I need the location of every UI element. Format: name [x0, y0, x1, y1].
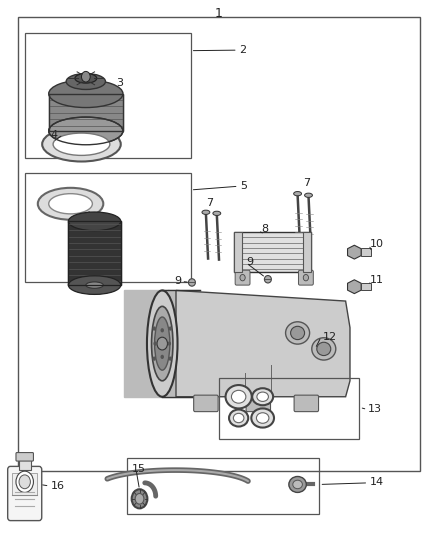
Text: 4: 4: [51, 130, 58, 140]
Bar: [234, 232, 311, 272]
Ellipse shape: [252, 388, 273, 405]
Ellipse shape: [290, 326, 304, 340]
Circle shape: [153, 342, 157, 346]
Bar: [303, 232, 311, 272]
FancyBboxPatch shape: [246, 395, 271, 411]
FancyBboxPatch shape: [16, 453, 33, 461]
FancyBboxPatch shape: [194, 395, 218, 411]
Ellipse shape: [68, 212, 121, 231]
Polygon shape: [347, 245, 361, 259]
Text: 5: 5: [240, 181, 247, 191]
Bar: [68, 221, 121, 285]
Ellipse shape: [289, 477, 306, 492]
Bar: [219, 378, 359, 439]
Circle shape: [132, 489, 148, 508]
Ellipse shape: [49, 193, 92, 214]
Bar: [18, 459, 31, 470]
Ellipse shape: [49, 117, 123, 145]
FancyBboxPatch shape: [298, 270, 313, 285]
FancyBboxPatch shape: [8, 466, 42, 521]
Ellipse shape: [155, 317, 170, 370]
Ellipse shape: [317, 342, 331, 356]
Ellipse shape: [231, 390, 246, 403]
Ellipse shape: [304, 193, 312, 197]
Ellipse shape: [251, 408, 274, 427]
Bar: [25, 173, 191, 282]
Ellipse shape: [188, 279, 195, 286]
Ellipse shape: [155, 290, 182, 397]
Ellipse shape: [53, 133, 110, 156]
Text: 13: 13: [368, 404, 382, 414]
Circle shape: [157, 337, 167, 350]
Bar: [25, 33, 191, 158]
Ellipse shape: [312, 338, 336, 360]
Polygon shape: [176, 290, 350, 397]
Text: 9: 9: [174, 277, 181, 286]
Ellipse shape: [293, 191, 301, 196]
Text: 8: 8: [261, 223, 268, 233]
Ellipse shape: [38, 188, 103, 220]
Text: 16: 16: [51, 481, 65, 490]
Bar: [49, 94, 123, 131]
Text: 9: 9: [246, 257, 253, 267]
Circle shape: [135, 494, 144, 504]
Bar: [12, 473, 37, 495]
Ellipse shape: [233, 413, 244, 423]
Bar: [234, 232, 242, 272]
Ellipse shape: [286, 322, 310, 344]
Text: 10: 10: [370, 239, 384, 249]
Text: 2: 2: [239, 45, 246, 54]
Circle shape: [16, 471, 33, 492]
Ellipse shape: [147, 290, 177, 397]
FancyBboxPatch shape: [235, 270, 250, 285]
Bar: [18, 17, 420, 471]
Text: 15: 15: [132, 464, 146, 473]
Circle shape: [152, 326, 156, 330]
Ellipse shape: [75, 74, 97, 83]
Text: 7: 7: [206, 198, 213, 208]
Ellipse shape: [256, 413, 269, 423]
Ellipse shape: [265, 276, 272, 283]
Circle shape: [19, 475, 30, 489]
Ellipse shape: [293, 480, 302, 489]
Circle shape: [160, 355, 164, 359]
Text: 11: 11: [370, 275, 384, 285]
Circle shape: [169, 357, 172, 361]
Ellipse shape: [213, 211, 221, 215]
Circle shape: [303, 274, 308, 281]
Ellipse shape: [229, 409, 248, 426]
Ellipse shape: [86, 282, 103, 288]
Bar: [49, 94, 123, 131]
Polygon shape: [49, 94, 123, 131]
Circle shape: [160, 328, 164, 333]
Ellipse shape: [49, 80, 123, 108]
Polygon shape: [124, 290, 201, 397]
Bar: [361, 248, 371, 256]
Circle shape: [240, 274, 245, 281]
Ellipse shape: [202, 210, 210, 214]
Polygon shape: [347, 280, 361, 294]
Text: 7: 7: [303, 178, 310, 188]
Bar: [361, 283, 371, 290]
Ellipse shape: [68, 276, 121, 294]
Polygon shape: [68, 221, 121, 285]
FancyBboxPatch shape: [294, 395, 318, 411]
Text: 12: 12: [322, 332, 336, 342]
Text: 1: 1: [215, 7, 223, 20]
Circle shape: [168, 342, 171, 346]
Circle shape: [152, 357, 156, 361]
Ellipse shape: [66, 74, 106, 90]
Circle shape: [81, 71, 90, 82]
Bar: [127, 458, 319, 514]
Ellipse shape: [226, 385, 252, 408]
Ellipse shape: [257, 392, 268, 401]
Text: 14: 14: [370, 478, 384, 487]
Circle shape: [169, 326, 172, 330]
Text: 3: 3: [117, 78, 124, 88]
Ellipse shape: [42, 127, 121, 161]
Text: 6: 6: [99, 228, 106, 238]
Ellipse shape: [152, 306, 173, 381]
